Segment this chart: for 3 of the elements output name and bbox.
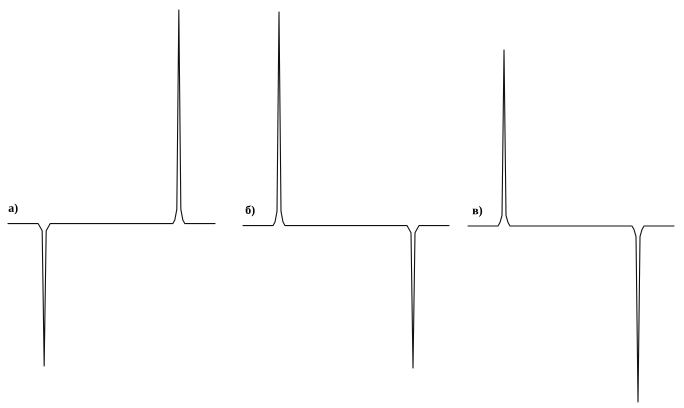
text: б) bbox=[246, 205, 255, 216]
text: в) bbox=[472, 206, 482, 217]
text: а) bbox=[8, 204, 18, 214]
